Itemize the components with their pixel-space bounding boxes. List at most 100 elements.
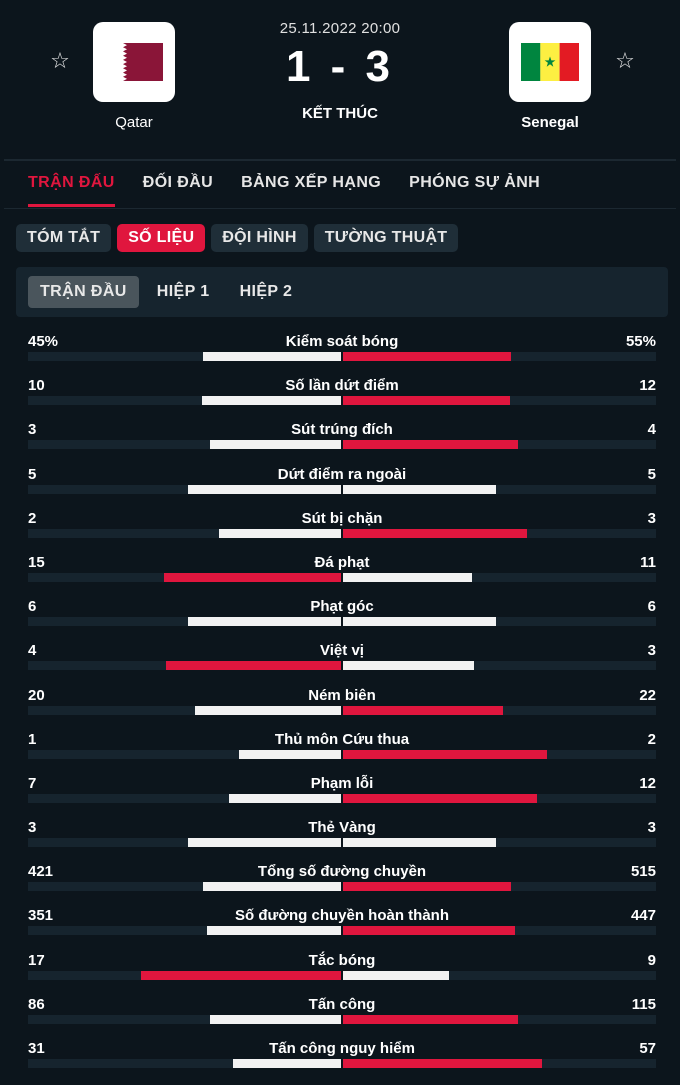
stat-bar-away (342, 484, 496, 494)
stat-bar-track (28, 791, 656, 805)
stat-bar-away (342, 882, 511, 892)
stats-list: 45% Kiểm soát bóng 55% 10 Số lần dứt điểm 12 3… (16, 329, 668, 1080)
stat-bar-away (342, 528, 527, 538)
stat-bar-home (207, 926, 342, 936)
match-header: ☆ Qatar 25.11.2022 20:00 1 - 3 KẾT THÚC … (0, 0, 680, 160)
stat-bar-home (166, 661, 342, 671)
stat-row: 351 Số đường chuyền hoàn thành 447 (16, 903, 668, 947)
stat-home-value: 45% (28, 333, 59, 350)
stat-bar-away (342, 749, 547, 759)
stat-bar-away (342, 705, 503, 715)
stat-home-value: 6 (28, 598, 37, 616)
stat-bar-track (28, 526, 656, 540)
stat-label: Số lần dứt điểm (285, 377, 399, 395)
stat-row: 31 Tấn công nguy hiểm 57 (16, 1036, 668, 1080)
stat-label: Việt vị (320, 642, 364, 660)
stat-home-value: 3 (28, 421, 37, 439)
stat-label: Sút trúng đích (291, 421, 393, 439)
stat-home-value: 3 (28, 819, 37, 837)
stat-home-value: 20 (28, 686, 45, 704)
subtab-lineups[interactable]: ĐỘI HÌNH (211, 224, 308, 252)
stat-bar-center (341, 968, 343, 982)
stat-bar-home (164, 572, 342, 582)
stat-home-value: 17 (28, 951, 45, 969)
stat-away-value: 55% (625, 333, 656, 350)
match-score: 1 - 3 (285, 42, 395, 91)
header-divider (4, 159, 676, 161)
stat-bar-center (341, 394, 343, 408)
home-team[interactable]: Qatar (93, 22, 175, 131)
stat-bar-home (202, 396, 342, 406)
stat-home-value: 4 (28, 642, 37, 660)
stat-away-value: 4 (647, 421, 656, 439)
stat-row: 7 Phạm lỗi 12 (16, 771, 668, 815)
stat-bar-center (341, 438, 343, 452)
tab-match[interactable]: TRẬN ĐẤU (14, 168, 129, 208)
stat-bar-away (342, 1014, 518, 1024)
subtab-stats[interactable]: SỐ LIỆU (117, 224, 206, 252)
stat-bar-home (188, 838, 342, 848)
stat-label: Tổng số đường chuyền (257, 863, 427, 881)
stat-bar-home (188, 617, 342, 627)
stat-label: Phạm lỗi (310, 774, 374, 792)
stat-row: 10 Số lần dứt điểm 12 (16, 373, 668, 417)
match-date: 25.11.2022 20:00 (279, 20, 401, 37)
stat-label: Đá phạt (314, 553, 370, 571)
main-tabs: TRẬN ĐẤU ĐỐI ĐẦU BẢNG XẾP HẠNG PHÓNG SỰ … (14, 168, 666, 208)
stat-bar-center (341, 791, 343, 805)
period-selector: TRẬN ĐẦU HIỆP 1 HIỆP 2 (16, 267, 668, 317)
stat-bar-track (28, 394, 656, 408)
stat-bar-center (341, 924, 343, 938)
period-tab-full-match[interactable]: TRẬN ĐẦU (28, 276, 139, 308)
stat-bar-track (28, 482, 656, 496)
stat-home-value: 86 (28, 995, 45, 1013)
stat-label: Dứt điểm ra ngoài (277, 465, 407, 483)
tab-standings[interactable]: BẢNG XẾP HẠNG (241, 174, 382, 191)
stat-row: 3 Thẻ Vàng 3 (16, 815, 668, 859)
stat-bar-home (210, 1014, 342, 1024)
stat-bar-home (195, 705, 342, 715)
stat-away-value: 9 (647, 951, 656, 969)
stat-bar-center (341, 1012, 343, 1026)
stat-label: Tấn công (308, 995, 376, 1013)
favorite-away-star-icon[interactable]: ☆ (615, 49, 635, 74)
stat-bar-home (233, 1059, 342, 1068)
stat-label: Thủ môn Cứu thua (274, 730, 410, 748)
stat-home-value: 10 (28, 377, 45, 395)
stat-label: Kiểm soát bóng (285, 333, 399, 350)
stat-bar-center (341, 880, 343, 894)
away-team[interactable]: Senegal (509, 22, 591, 131)
stat-away-value: 3 (647, 642, 656, 660)
period-tab-first-half[interactable]: HIỆP 1 (156, 283, 210, 300)
tab-photos[interactable]: PHÓNG SỰ ẢNH (409, 174, 541, 191)
subtab-summary[interactable]: TÓM TẮT (16, 224, 112, 252)
stat-bar-away (342, 396, 510, 406)
stat-bar-track (28, 350, 656, 363)
stat-away-value: 12 (639, 774, 656, 792)
stat-bar-center (341, 615, 343, 629)
stat-bar-track (28, 836, 656, 850)
stat-bar-center (341, 703, 343, 717)
stat-bar-home (219, 528, 342, 538)
period-tab-second-half[interactable]: HIỆP 2 (239, 283, 293, 300)
stat-row: 15 Đá phạt 11 (16, 550, 668, 594)
stat-bar-track (28, 703, 656, 717)
subtab-commentary[interactable]: TƯỜNG THUẬT (313, 224, 459, 252)
stat-row: 86 Tấn công 115 (16, 992, 668, 1036)
stat-bar-away (342, 352, 511, 361)
stat-bar-away (342, 926, 515, 936)
stat-bar-track (28, 880, 656, 894)
stat-bar-home (229, 793, 342, 803)
stat-away-value: 3 (647, 509, 656, 527)
tab-head-to-head[interactable]: ĐỐI ĐẦU (142, 174, 214, 191)
home-team-name: Qatar (115, 114, 153, 131)
stat-bar-home (210, 440, 342, 450)
stat-bar-center (341, 526, 343, 540)
stat-bar-home (188, 484, 342, 494)
stat-row: 45% Kiểm soát bóng 55% (16, 329, 668, 373)
stat-row: 3 Sút trúng đích 4 (16, 417, 668, 461)
favorite-home-star-icon[interactable]: ☆ (50, 49, 70, 74)
stat-bar-away (342, 838, 496, 848)
stat-bar-away (342, 572, 472, 582)
away-team-logo (509, 22, 591, 102)
